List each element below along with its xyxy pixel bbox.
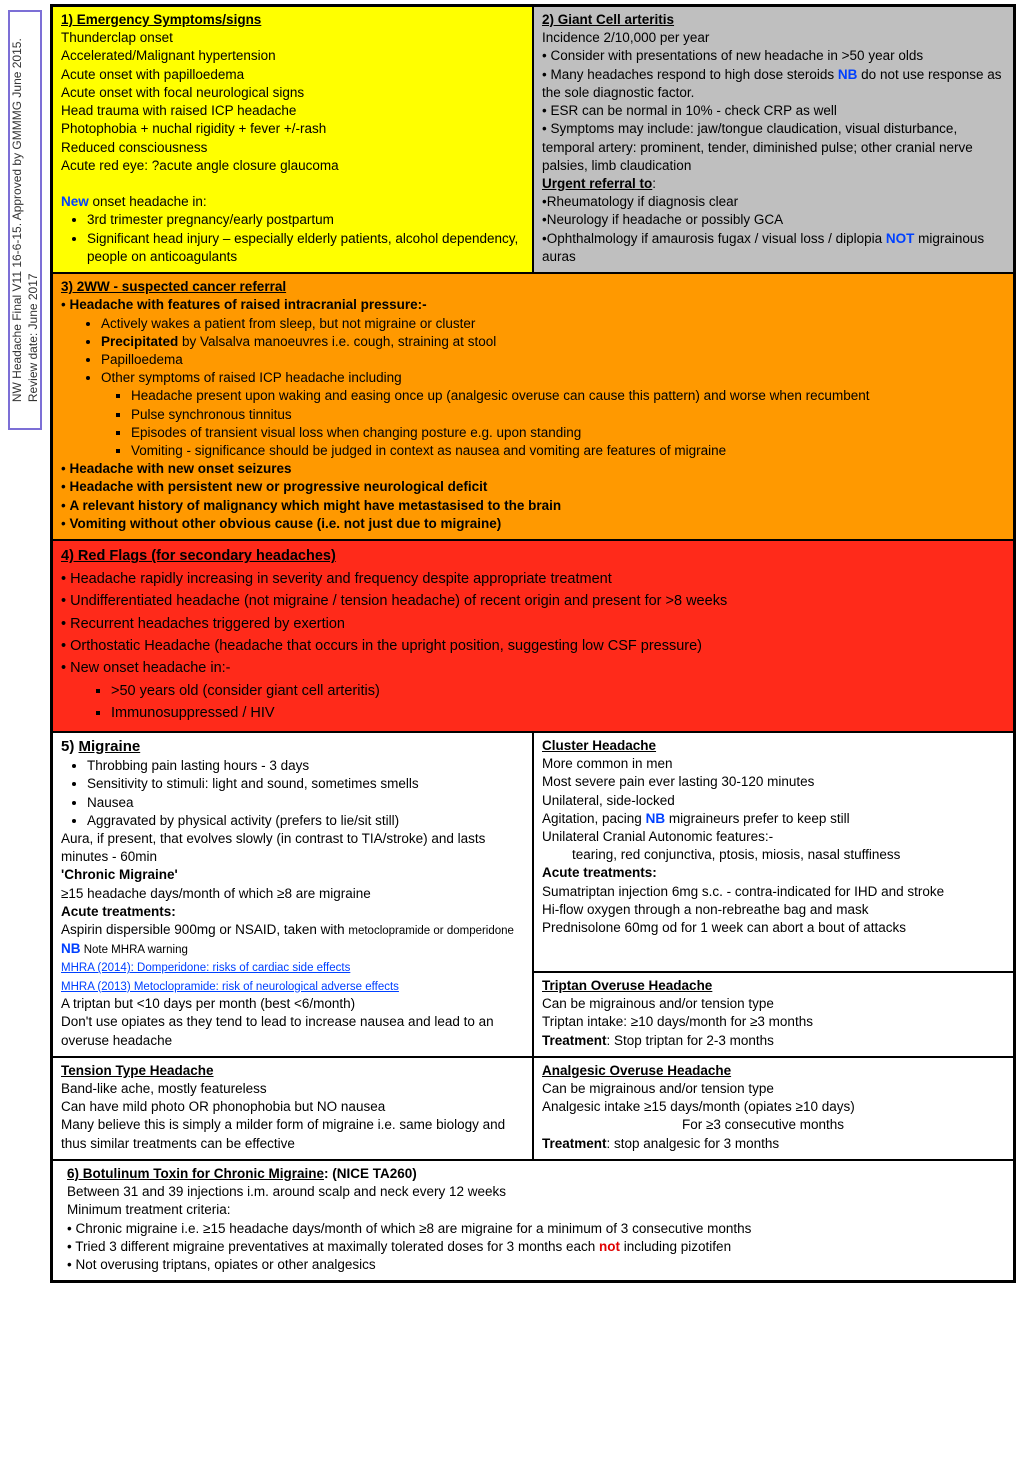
new-onset-label: New xyxy=(61,194,89,209)
2ww-sq: Pulse synchronous tinnitus xyxy=(131,406,1005,424)
emergency-line: Acute onset with papilloedema xyxy=(61,66,524,84)
box-triptan-overuse: Triptan Overuse Headache Can be migraino… xyxy=(533,972,1014,1057)
triptan-line: A triptan but <10 days per month (best <… xyxy=(61,995,524,1013)
version-sidebar: NW Headache Final V11 16-6-15. Approved … xyxy=(8,10,42,430)
migraine-item: Throbbing pain lasting hours - 3 days xyxy=(87,757,524,775)
version-text: NW Headache Final V11 16-6-15. Approved … xyxy=(9,38,41,402)
botox-title: 6) Botulinum Toxin for Chronic Migraine xyxy=(67,1166,324,1181)
emergency-line: Accelerated/Malignant hypertension xyxy=(61,47,524,65)
2ww-title: 3) 2WW - suspected cancer referral xyxy=(61,279,286,294)
emergency-line: Thunderclap onset xyxy=(61,29,524,47)
box-analgesic-overuse: Analgesic Overuse Headache Can be migrai… xyxy=(533,1057,1014,1160)
acute-treatments-title: Acute treatments: xyxy=(61,903,524,921)
gca-ref: •Rheumatology if diagnosis clear xyxy=(542,193,1005,211)
chronic-migraine-line: ≥15 headache days/month of which ≥8 are … xyxy=(61,885,524,903)
gca-title: 2) Giant Cell arteritis xyxy=(542,12,674,27)
new-onset-item: 3rd trimester pregnancy/early postpartum xyxy=(87,211,524,229)
opiate-line: Don't use opiates as they tend to lead t… xyxy=(61,1013,524,1049)
box-gca: 2) Giant Cell arteritis Incidence 2/10,0… xyxy=(533,6,1014,273)
2ww-sub: Precipitated by Valsalva manoeuvres i.e.… xyxy=(101,333,1005,351)
box-botox: 6) Botulinum Toxin for Chronic Migraine:… xyxy=(52,1160,1014,1281)
page-root: NW Headache Final V11 16-6-15. Approved … xyxy=(0,0,1020,1291)
analgesic-oh-title: Analgesic Overuse Headache xyxy=(542,1063,731,1078)
2ww-sq: Headache present upon waking and easing … xyxy=(131,387,1005,405)
2ww-sub: Other symptoms of raised ICP headache in… xyxy=(101,369,1005,387)
gca-ref: •Neurology if headache or possibly GCA xyxy=(542,211,1005,229)
2ww-sq: Episodes of transient visual loss when c… xyxy=(131,424,1005,442)
emergency-line: Head trauma with raised ICP headache xyxy=(61,102,524,120)
redflag-sq: >50 years old (consider giant cell arter… xyxy=(111,680,1005,702)
emergency-title: 1) Emergency Symptoms/signs xyxy=(61,12,261,27)
redflag-sq: Immunosuppressed / HIV xyxy=(111,702,1005,724)
cluster-title: Cluster Headache xyxy=(542,738,656,753)
box-tension: Tension Type Headache Band-like ache, mo… xyxy=(52,1057,533,1160)
2ww-sub: Papilloedema xyxy=(101,351,1005,369)
emergency-line: Acute red eye: ?acute angle closure glau… xyxy=(61,157,524,175)
main-grid: 1) Emergency Symptoms/signs Thunderclap … xyxy=(50,4,1016,1283)
2ww-sub: Actively wakes a patient from sleep, but… xyxy=(101,315,1005,333)
migraine-item: Aggravated by physical activity (prefers… xyxy=(87,812,524,830)
redflags-title: 4) Red Flags (for secondary headaches) xyxy=(61,548,336,564)
mhra-link-2[interactable]: MHRA (2013) Metoclopramide: risk of neur… xyxy=(61,981,399,993)
new-onset-item: Significant head injury – especially eld… xyxy=(87,230,524,266)
box-cluster: Cluster Headache More common in men Most… xyxy=(533,732,1014,972)
box-emergency: 1) Emergency Symptoms/signs Thunderclap … xyxy=(52,6,533,273)
2ww-sq: Vomiting - significance should be judged… xyxy=(131,442,1005,460)
box-2ww: 3) 2WW - suspected cancer referral • Hea… xyxy=(52,273,1014,540)
urgent-referral-label: Urgent referral to xyxy=(542,176,652,191)
emergency-line: Photophobia + nuchal rigidity + fever +/… xyxy=(61,120,524,138)
tension-title: Tension Type Headache xyxy=(61,1063,214,1078)
chronic-migraine-title: 'Chronic Migraine' xyxy=(61,866,524,884)
box-redflags: 4) Red Flags (for secondary headaches) •… xyxy=(52,540,1014,732)
emergency-line: Reduced consciousness xyxy=(61,139,524,157)
mhra-link-1[interactable]: MHRA (2014): Domperidone: risks of cardi… xyxy=(61,962,350,974)
triptan-oh-title: Triptan Overuse Headache xyxy=(542,978,712,993)
gca-incidence: Incidence 2/10,000 per year xyxy=(542,29,1005,47)
emergency-line: Acute onset with focal neurological sign… xyxy=(61,84,524,102)
migraine-item: Nausea xyxy=(87,794,524,812)
migraine-aura: Aura, if present, that evolves slowly (i… xyxy=(61,830,524,866)
migraine-item: Sensitivity to stimuli: light and sound,… xyxy=(87,775,524,793)
box-migraine: 5) 5) MigraineMigraine Throbbing pain la… xyxy=(52,732,533,1057)
